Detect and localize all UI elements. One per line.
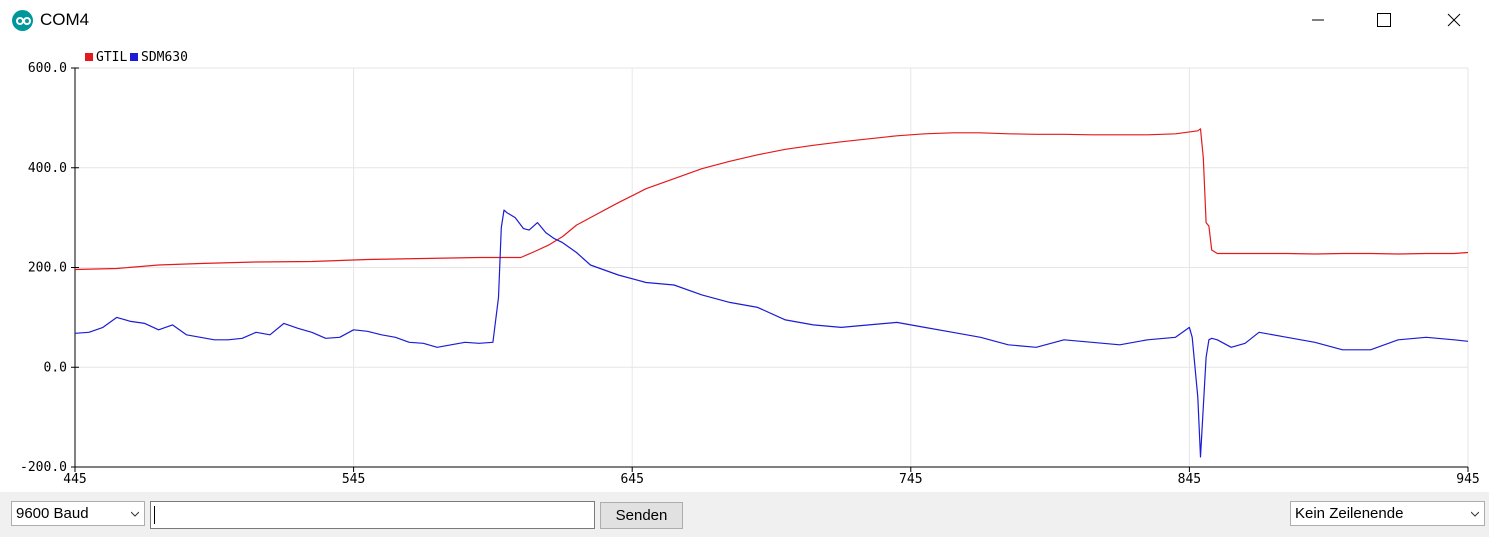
- chevron-down-icon: [131, 511, 139, 517]
- x-tick-label: 545: [342, 472, 365, 487]
- line-ending-select[interactable]: Kein Zeilenende: [1290, 501, 1485, 526]
- legend-label: SDM630: [141, 50, 188, 65]
- series-line-gtil: [74, 128, 1469, 271]
- y-tick-label: 600.0: [28, 61, 67, 76]
- x-tick-label: 645: [620, 472, 643, 487]
- close-button[interactable]: [1431, 4, 1477, 36]
- bottom-toolbar: 9600 Baud Senden Kein Zeilenende: [0, 492, 1489, 537]
- minimize-button[interactable]: [1295, 4, 1341, 36]
- y-tick-label: 400.0: [28, 161, 67, 176]
- x-tick-label: 945: [1456, 472, 1479, 487]
- series-lines: [74, 128, 1469, 458]
- maximize-icon: [1377, 13, 1391, 27]
- window-title: COM4: [40, 10, 90, 29]
- legend-swatch: [130, 53, 138, 61]
- y-tick-label: 0.0: [44, 360, 67, 375]
- y-tick-label: -200.0: [20, 460, 67, 475]
- minimize-icon: [1312, 19, 1324, 21]
- series-line-sdm630: [74, 209, 1469, 458]
- text-caret: [154, 506, 155, 524]
- x-tick-label: 445: [63, 472, 86, 487]
- x-tick-label: 745: [899, 472, 922, 487]
- axes: 445 545 645 745 845 945 600.0 400.0 200.0 0.0 -200…: [20, 61, 1480, 487]
- y-tick-label: 200.0: [28, 261, 67, 276]
- send-input[interactable]: [150, 501, 595, 529]
- send-button[interactable]: Senden: [600, 502, 683, 529]
- close-icon: [1447, 13, 1461, 27]
- serial-plotter: 445 545 645 745 845 945 600.0 400.0 200.0 0.0 -200…: [0, 40, 1489, 492]
- baud-rate-value: 9600 Baud: [16, 505, 89, 522]
- chevron-down-icon: [1471, 511, 1479, 517]
- grid: [74, 67, 1469, 468]
- line-ending-value: Kein Zeilenende: [1295, 505, 1404, 522]
- legend-swatch: [85, 53, 93, 61]
- legend-label: GTIL: [96, 50, 127, 65]
- x-tick-label: 845: [1178, 472, 1201, 487]
- maximize-button[interactable]: [1361, 4, 1407, 36]
- baud-rate-select[interactable]: 9600 Baud: [11, 501, 145, 526]
- arduino-icon: [12, 10, 33, 31]
- legend: GTIL SDM630: [85, 50, 188, 65]
- title-bar: COM4: [0, 0, 1489, 40]
- plot-canvas: 445 545 645 745 845 945 600.0 400.0 200.0 0.0 -200…: [20, 50, 1480, 487]
